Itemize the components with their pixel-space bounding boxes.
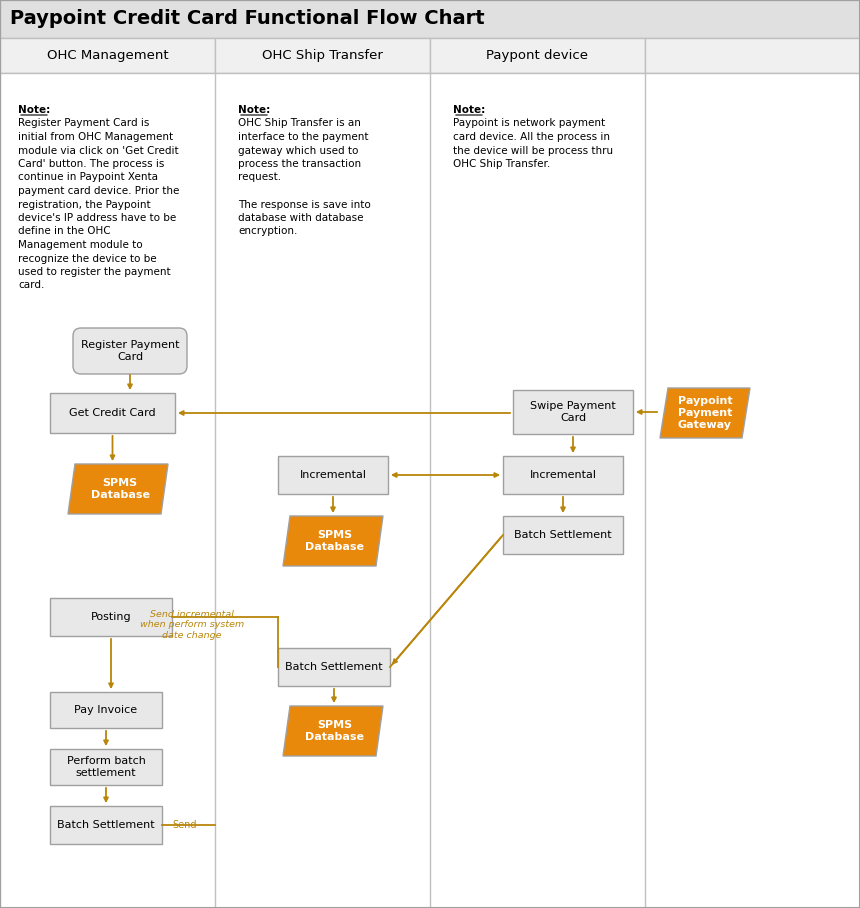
FancyBboxPatch shape bbox=[73, 328, 187, 374]
Text: gateway which used to: gateway which used to bbox=[238, 145, 359, 155]
Bar bbox=[513, 390, 633, 434]
Text: Card' button. The process is: Card' button. The process is bbox=[18, 159, 164, 169]
Text: interface to the payment: interface to the payment bbox=[238, 132, 368, 142]
Text: Send incremental
when perform system
date change: Send incremental when perform system dat… bbox=[140, 610, 244, 640]
Text: Send: Send bbox=[172, 820, 196, 830]
Text: Batch Settlement: Batch Settlement bbox=[57, 820, 155, 830]
Bar bbox=[0, 0, 860, 38]
Bar bbox=[215, 38, 430, 73]
Bar bbox=[50, 598, 172, 636]
Text: SPMS
Database: SPMS Database bbox=[305, 720, 365, 742]
Text: define in the OHC: define in the OHC bbox=[18, 226, 111, 236]
Text: SPMS
Database: SPMS Database bbox=[90, 479, 150, 499]
Text: Register Payment Card is: Register Payment Card is bbox=[18, 119, 150, 129]
Text: Paypoint Credit Card Functional Flow Chart: Paypoint Credit Card Functional Flow Cha… bbox=[10, 9, 485, 28]
Bar bbox=[503, 456, 623, 494]
Text: card device. All the process in: card device. All the process in bbox=[453, 132, 610, 142]
Text: payment card device. Prior the: payment card device. Prior the bbox=[18, 186, 180, 196]
Bar bbox=[50, 692, 162, 728]
Text: card.: card. bbox=[18, 281, 45, 291]
Text: OHC Ship Transfer.: OHC Ship Transfer. bbox=[453, 159, 550, 169]
Polygon shape bbox=[283, 516, 383, 566]
Polygon shape bbox=[660, 388, 750, 438]
Bar bbox=[0, 38, 215, 73]
Text: Note:: Note: bbox=[238, 105, 270, 115]
Text: Note:: Note: bbox=[453, 105, 485, 115]
Text: registration, the Paypoint: registration, the Paypoint bbox=[18, 200, 150, 210]
Text: the device will be process thru: the device will be process thru bbox=[453, 145, 613, 155]
Text: Paypont device: Paypont device bbox=[487, 49, 588, 62]
Text: Register Payment
Card: Register Payment Card bbox=[81, 340, 179, 361]
Text: request.: request. bbox=[238, 173, 281, 183]
Bar bbox=[50, 749, 162, 785]
Bar bbox=[503, 516, 623, 554]
Polygon shape bbox=[283, 706, 383, 756]
Text: device's IP address have to be: device's IP address have to be bbox=[18, 213, 176, 223]
Bar bbox=[430, 38, 645, 73]
Text: Posting: Posting bbox=[90, 612, 132, 622]
Text: OHC Management: OHC Management bbox=[46, 49, 169, 62]
Text: Management module to: Management module to bbox=[18, 240, 143, 250]
Text: Paypoint
Payment
Gateway: Paypoint Payment Gateway bbox=[678, 397, 733, 429]
Bar bbox=[50, 806, 162, 844]
Bar bbox=[50, 393, 175, 433]
Text: Paypoint is network payment: Paypoint is network payment bbox=[453, 119, 605, 129]
Text: Batch Settlement: Batch Settlement bbox=[514, 530, 611, 540]
Text: process the transaction: process the transaction bbox=[238, 159, 361, 169]
Text: Incremental: Incremental bbox=[530, 470, 597, 480]
Text: initial from OHC Management: initial from OHC Management bbox=[18, 132, 173, 142]
Text: Perform batch
settlement: Perform batch settlement bbox=[66, 756, 145, 778]
Text: Incremental: Incremental bbox=[299, 470, 366, 480]
Text: Swipe Payment
Card: Swipe Payment Card bbox=[530, 401, 616, 423]
Text: SPMS
Database: SPMS Database bbox=[305, 530, 365, 552]
Text: recognize the device to be: recognize the device to be bbox=[18, 253, 157, 263]
Text: Batch Settlement: Batch Settlement bbox=[286, 662, 383, 672]
Bar bbox=[278, 456, 388, 494]
Bar bbox=[278, 648, 390, 686]
Text: module via click on 'Get Credit: module via click on 'Get Credit bbox=[18, 145, 179, 155]
Polygon shape bbox=[68, 464, 168, 514]
Text: encryption.: encryption. bbox=[238, 226, 298, 236]
Text: Pay Invoice: Pay Invoice bbox=[75, 705, 138, 715]
Text: The response is save into: The response is save into bbox=[238, 200, 371, 210]
Text: Get Credit Card: Get Credit Card bbox=[69, 408, 156, 418]
Text: Note:: Note: bbox=[18, 105, 50, 115]
Text: OHC Ship Transfer is an: OHC Ship Transfer is an bbox=[238, 119, 361, 129]
Text: OHC Ship Transfer: OHC Ship Transfer bbox=[262, 49, 383, 62]
Text: used to register the payment: used to register the payment bbox=[18, 267, 170, 277]
Text: continue in Paypoint Xenta: continue in Paypoint Xenta bbox=[18, 173, 158, 183]
Bar bbox=[645, 38, 860, 73]
Text: database with database: database with database bbox=[238, 213, 364, 223]
